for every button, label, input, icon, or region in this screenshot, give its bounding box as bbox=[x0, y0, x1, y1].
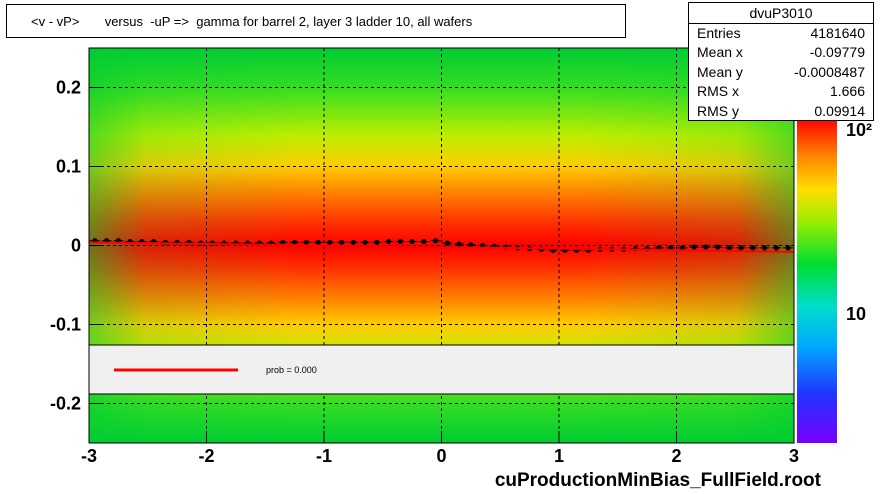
profile-point bbox=[433, 238, 439, 244]
x-tick-label: -1 bbox=[316, 446, 332, 466]
x-tick-label: -3 bbox=[81, 446, 97, 466]
profile-point bbox=[703, 244, 709, 250]
stats-row-rms-x: RMS x 1.666 bbox=[697, 83, 865, 100]
profile-point bbox=[315, 239, 321, 245]
colorbar-gradient bbox=[797, 118, 837, 443]
profile-points bbox=[88, 238, 795, 253]
stats-row-rms-y: RMS y 0.09914 bbox=[697, 102, 865, 119]
x-tick-label: -2 bbox=[198, 446, 214, 466]
profile-point bbox=[421, 238, 427, 245]
profile-point bbox=[339, 239, 345, 245]
profile-point bbox=[280, 239, 286, 245]
profile-point bbox=[350, 239, 356, 245]
stats-name: dvuP3010 bbox=[689, 3, 873, 24]
stats-box: dvuP3010 Entries 4181640 Mean x -0.09779 M… bbox=[688, 2, 874, 121]
profile-point bbox=[374, 239, 380, 245]
legend-fit-text: prob = 0.000 bbox=[266, 365, 317, 375]
profile-point bbox=[715, 244, 721, 250]
profile-point bbox=[397, 238, 403, 245]
colorbar-label-10: 10 bbox=[846, 304, 866, 324]
fit-line bbox=[88, 241, 795, 253]
axes: -3 -2 -1 0 1 2 3 -0.2 -0.1 0 0.1 0.2 bbox=[50, 47, 799, 466]
stats-row-mean-x: Mean x -0.09779 bbox=[697, 44, 865, 61]
profile-point bbox=[762, 245, 768, 251]
x-tick-label: 3 bbox=[789, 446, 799, 466]
profile-point bbox=[386, 238, 392, 245]
y-tick-label: 0 bbox=[71, 236, 81, 256]
fit-legend: prob = 0.000 bbox=[88, 344, 795, 395]
profile-point bbox=[292, 239, 298, 245]
profile-point bbox=[409, 238, 415, 245]
x-tick-label: 1 bbox=[554, 446, 564, 466]
title-box: <v - vP> versus -uP => gamma for barrel … bbox=[6, 4, 626, 38]
y-tick-label: 0.1 bbox=[56, 157, 81, 177]
profile-point bbox=[362, 239, 368, 245]
profile-point bbox=[738, 245, 744, 251]
stats-row-entries: Entries 4181640 bbox=[697, 25, 865, 41]
x-tick-label: 0 bbox=[436, 446, 446, 466]
profile-point bbox=[726, 245, 732, 251]
x-tick-label: 2 bbox=[671, 446, 681, 466]
y-tick-label: -0.1 bbox=[50, 315, 81, 335]
chart-title: <v - vP> versus -uP => gamma for barrel … bbox=[31, 14, 473, 29]
y-tick-label: -0.2 bbox=[50, 394, 81, 414]
profile-point bbox=[679, 245, 685, 251]
colorbar-label-100: 10² bbox=[846, 120, 872, 140]
colorbar: 10 10² bbox=[797, 118, 872, 443]
y-tick-label: 0.2 bbox=[56, 78, 81, 98]
profile-point bbox=[468, 242, 474, 248]
profile-point bbox=[750, 245, 756, 251]
profile-point bbox=[456, 241, 462, 247]
profile-point bbox=[691, 244, 697, 250]
profile-point bbox=[303, 239, 309, 245]
stats-row-mean-y: Mean y -0.0008487 bbox=[697, 63, 865, 80]
profile-point bbox=[773, 245, 779, 251]
footer-filename: cuProductionMinBias_FullField.root bbox=[494, 470, 821, 491]
profile-point bbox=[785, 245, 791, 251]
profile-point bbox=[444, 240, 450, 246]
profile-point bbox=[327, 239, 333, 245]
